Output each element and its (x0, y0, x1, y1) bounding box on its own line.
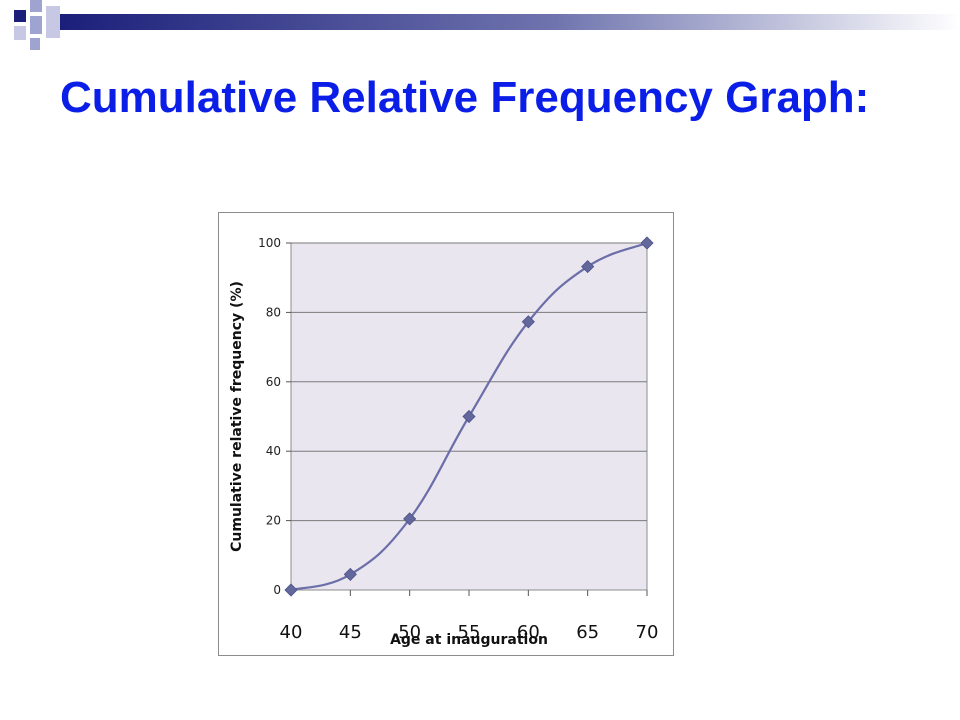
series-markers (284, 236, 654, 597)
x-tick-label: 70 (636, 622, 659, 643)
x-axis-label: Age at inauguration (390, 632, 548, 648)
y-tick-label: 40 (266, 444, 281, 458)
data-point (343, 567, 357, 581)
data-point (521, 315, 535, 329)
y-axis-ticks: 0 20 40 60 80 100 (258, 236, 291, 597)
data-point (640, 236, 654, 250)
y-tick-label: 60 (266, 375, 281, 389)
y-axis-label: Cumulative relative frequency (%) (229, 281, 245, 552)
y-tick-label: 80 (266, 305, 281, 319)
y-tick-label: 20 (266, 514, 281, 528)
y-tick-label: 0 (273, 583, 281, 597)
x-tick-label: 45 (339, 622, 362, 643)
data-point (284, 583, 298, 597)
data-point (462, 409, 476, 424)
chart-frame: 0 20 40 60 80 100 40 45 50 55 60 65 70 Age at inaug… (218, 212, 674, 656)
x-tick-label: 40 (280, 622, 303, 643)
x-tick-label: 55 (458, 622, 481, 643)
slide-title: Cumulative Relative Frequency Graph: (60, 73, 870, 122)
data-point (403, 512, 417, 526)
x-tick-label: 65 (576, 622, 599, 643)
slide-corner-decoration (14, 0, 960, 50)
x-tick-label: 60 (517, 622, 540, 643)
x-tick-label: 50 (398, 622, 421, 643)
x-axis-ticks: 40 45 50 55 60 65 70 (280, 590, 659, 643)
cumulative-frequency-chart: 0 20 40 60 80 100 40 45 50 55 60 65 70 Age at inaug… (229, 236, 659, 648)
y-tick-label: 100 (258, 236, 281, 250)
gridlines (291, 242, 647, 522)
data-point (581, 260, 595, 274)
